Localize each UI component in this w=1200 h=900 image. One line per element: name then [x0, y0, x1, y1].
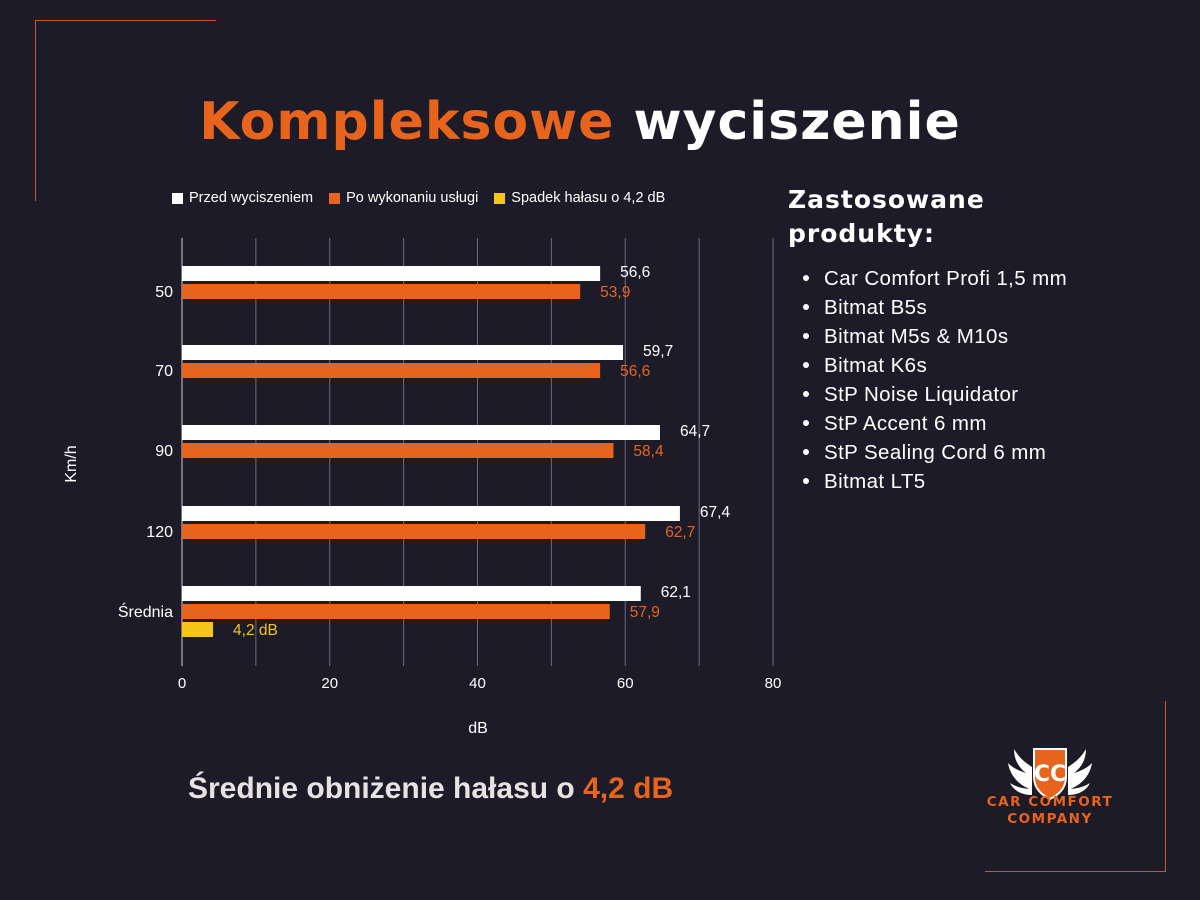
products-heading-line-1: Zastosowane: [788, 185, 985, 214]
data-label-before: 59,7: [643, 343, 673, 360]
logo-monogram: CC: [1034, 762, 1066, 787]
x-tick-label: 80: [765, 675, 782, 692]
bar-after: [182, 363, 601, 378]
products-heading-line-2: produkty:: [788, 219, 935, 248]
bar-before: [182, 586, 641, 601]
bar-before: [182, 425, 660, 440]
data-label-after: 58,4: [633, 443, 664, 460]
legend-label-after: Po wykonaniu usługi: [346, 190, 479, 206]
y-tick-label: Średnia: [118, 602, 173, 621]
data-label-drop: 4,2 dB: [233, 622, 278, 639]
bar-drop: [182, 622, 214, 637]
summary-label: Średnie obniżenie hałasu o: [188, 772, 575, 805]
corner-decoration-top-left: [35, 20, 216, 201]
title-part-1: Kompleksowe: [199, 92, 615, 152]
product-item: StP Sealing Cord 6 mm: [800, 438, 1067, 467]
bar-after: [182, 524, 646, 539]
bar-after: [182, 604, 610, 619]
legend-item-after: Po wykonaniu usługi: [329, 190, 478, 206]
bar-after: [182, 443, 614, 458]
products-list: Car Comfort Profi 1,5 mm Bitmat B5s Bitm…: [800, 264, 1067, 496]
product-item: Bitmat B5s: [800, 293, 1067, 322]
bar-before: [182, 506, 680, 521]
legend-label-drop: Spadek hałasu o 4,2 dB: [511, 190, 666, 206]
x-tick-label: 60: [617, 675, 634, 692]
product-item: StP Accent 6 mm: [800, 409, 1067, 438]
product-item: Car Comfort Profi 1,5 mm: [800, 264, 1067, 293]
data-label-before: 67,4: [700, 504, 731, 521]
data-label-after: 56,6: [620, 363, 650, 380]
data-label-before: 56,6: [620, 264, 650, 281]
bar-before: [182, 266, 601, 281]
chart-legend: Przed wyciszeniem Po wykonaniu usługi Sp…: [172, 190, 665, 206]
summary-text: Średnie obniżenie hałasu o 4,2 dB: [188, 772, 673, 806]
data-label-before: 64,7: [680, 423, 710, 440]
legend-swatch-after: [329, 192, 341, 204]
y-tick-label: 50: [155, 284, 173, 301]
winged-shield-icon: CC: [1008, 748, 1092, 801]
product-item: Bitmat K6s: [800, 351, 1067, 380]
data-label-before: 62,1: [661, 584, 691, 601]
data-label-after: 57,9: [630, 604, 660, 621]
x-tick-label: 0: [178, 675, 186, 692]
bar-before: [182, 345, 624, 360]
bar-after: [182, 284, 581, 299]
logo-line-2: COMPANY: [1007, 811, 1093, 827]
products-heading: Zastosowane produkty:: [788, 183, 1088, 251]
x-tick-label: 40: [469, 675, 486, 692]
data-label-after: 62,7: [665, 524, 695, 541]
y-axis-title: Km/h: [63, 445, 80, 482]
y-tick-label: 90: [155, 443, 173, 460]
y-tick-label: 120: [146, 524, 173, 541]
summary-highlight: 4,2 dB: [583, 772, 674, 805]
title-part-2: wyciszenie: [633, 92, 961, 152]
product-item: Bitmat LT5: [800, 467, 1067, 496]
logo-text: CAR COMFORT COMPANY: [960, 794, 1140, 828]
x-tick-label: 20: [321, 675, 338, 692]
legend-swatch-before: [172, 192, 183, 204]
product-item: StP Noise Liquidator: [800, 380, 1067, 409]
x-axis-title: dB: [468, 720, 488, 737]
y-tick-label: 70: [155, 363, 173, 380]
legend-item-drop: Spadek hałasu o 4,2 dB: [494, 190, 665, 206]
legend-item-before: Przed wyciszeniem: [172, 190, 313, 206]
page-title: Kompleksowe wyciszenie: [0, 92, 1160, 152]
logo-line-1: CAR COMFORT: [986, 794, 1114, 810]
data-label-after: 53,9: [600, 284, 630, 301]
product-item: Bitmat M5s & M10s: [800, 322, 1067, 351]
legend-swatch-drop: [494, 192, 506, 204]
legend-label-before: Przed wyciszeniem: [189, 190, 314, 206]
corner-decoration-bottom-right: [985, 701, 1166, 872]
